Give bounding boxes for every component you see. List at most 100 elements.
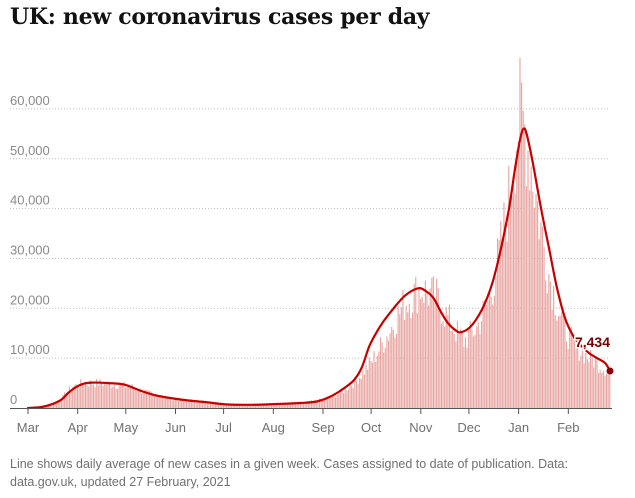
x-tick-label: Aug — [262, 420, 285, 435]
bar-day — [322, 399, 324, 408]
bar-day — [214, 401, 216, 408]
bar-day — [368, 357, 370, 408]
bar-day — [237, 404, 239, 408]
bar-day — [331, 394, 333, 408]
bar-day — [343, 392, 345, 408]
bar-day — [496, 238, 499, 408]
bar-day — [197, 400, 199, 408]
bar-day — [335, 397, 337, 408]
bar-day — [102, 385, 104, 408]
y-tick-label: 20,000 — [10, 292, 50, 307]
bar-day — [110, 387, 112, 408]
bar-day — [607, 370, 609, 408]
bar-day — [360, 378, 362, 408]
bar-day — [309, 401, 311, 408]
bar-day — [327, 397, 329, 408]
bar-day — [387, 340, 390, 408]
bar-day — [250, 403, 252, 408]
bar-day — [201, 400, 204, 408]
bar-day — [219, 403, 221, 408]
bar-day — [381, 342, 383, 408]
bar-day — [442, 321, 444, 408]
chart-footnote: Line shows daily average of new cases in… — [10, 457, 568, 489]
bar-day — [169, 396, 172, 408]
bar-day — [458, 331, 460, 408]
bar-day — [562, 307, 564, 408]
bar-day — [246, 404, 249, 408]
bar-day — [333, 394, 335, 408]
bar-day — [125, 387, 127, 408]
bar-day — [168, 399, 170, 408]
bar-day — [383, 352, 385, 408]
bar-day — [456, 320, 459, 408]
bar-day — [399, 313, 401, 408]
bar-day — [450, 330, 452, 408]
bar-day — [355, 380, 358, 408]
bar-day — [181, 399, 183, 408]
bar-day — [561, 312, 563, 408]
bar-day — [524, 124, 526, 409]
bar-day — [285, 403, 287, 408]
bar-day — [490, 296, 492, 408]
bar-day — [142, 392, 144, 408]
bar-day — [190, 399, 192, 408]
bar-day — [139, 388, 141, 408]
bar-day — [514, 193, 516, 408]
bar-day — [549, 281, 552, 408]
x-tick-label: Nov — [409, 420, 433, 435]
bar-day — [48, 406, 50, 408]
bar-day — [319, 398, 321, 408]
bar-day — [78, 387, 80, 408]
bar-day — [65, 395, 67, 408]
y-tick-label: 30,000 — [10, 242, 50, 257]
y-tick-label: 60,000 — [10, 93, 50, 108]
bar-day — [379, 337, 382, 408]
bar-day — [554, 315, 556, 408]
bar-day — [198, 400, 200, 408]
bar-day — [474, 334, 476, 408]
bar-day — [113, 384, 115, 408]
bar-day — [213, 402, 215, 408]
bar-day — [589, 350, 592, 408]
bar-day — [500, 221, 502, 408]
bar-day — [529, 190, 531, 408]
bar-day — [193, 402, 196, 408]
x-tick-label: Jun — [165, 420, 186, 435]
bar-day — [62, 394, 64, 408]
bar-day — [242, 404, 244, 408]
bar-day — [226, 404, 228, 408]
bar-day — [479, 333, 481, 408]
bar-day — [436, 278, 438, 408]
bar-day — [339, 390, 341, 408]
y-tick-label: 10,000 — [10, 342, 50, 357]
bar-day — [269, 405, 271, 408]
bar-day — [602, 370, 604, 408]
bar-day — [586, 359, 588, 408]
bar-day — [261, 404, 263, 408]
bar-day — [597, 372, 600, 408]
bar-day — [222, 403, 224, 408]
bar-day — [275, 403, 277, 408]
bar-day — [80, 379, 82, 408]
bar-day — [104, 382, 106, 408]
bar-day — [209, 403, 212, 408]
bar-day — [588, 361, 590, 408]
bar-day — [217, 403, 220, 408]
bar-day — [195, 401, 197, 408]
bar-day — [251, 404, 253, 408]
bar-day — [541, 226, 544, 408]
bar-day — [270, 404, 273, 408]
bar-day — [402, 290, 404, 408]
bar-day — [325, 397, 327, 408]
bar-day — [155, 394, 157, 408]
bar-day — [344, 387, 346, 408]
bar-day — [593, 367, 595, 408]
bar-day — [556, 320, 558, 408]
bar-day — [323, 399, 325, 408]
bar-day — [384, 348, 386, 408]
bar-day — [476, 326, 478, 408]
y-tick-label: 40,000 — [10, 193, 50, 208]
bar-day — [205, 400, 207, 408]
bar-day — [535, 193, 537, 408]
bar-day — [375, 361, 377, 408]
